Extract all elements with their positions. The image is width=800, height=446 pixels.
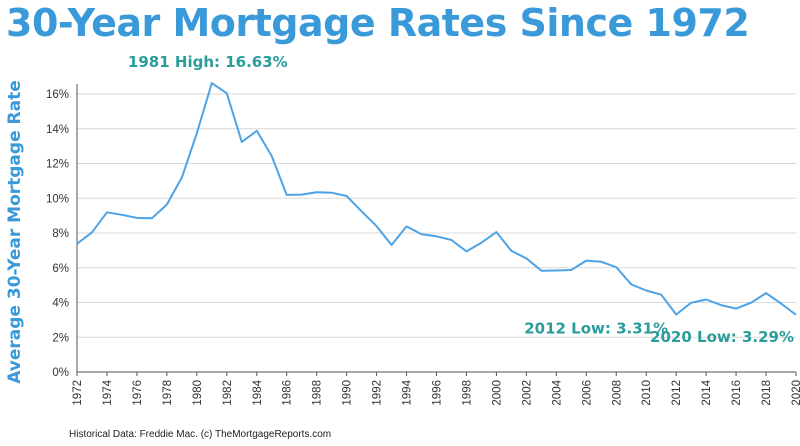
x-tick-labels: 1972 1974 1976 1978 1980 1982 1984 1986 1988 1990… — [72, 379, 800, 405]
x-tick-label: 1982 — [222, 380, 234, 406]
x-tick-label: 2008 — [611, 380, 623, 406]
y-tick-label: 12% — [46, 159, 69, 171]
annotation-label: 2012 Low: 3.31% — [524, 319, 668, 337]
x-tick-label: 2014 — [701, 379, 713, 405]
x-tick-label: 2006 — [581, 380, 593, 406]
x-tick-label: 1984 — [252, 379, 264, 405]
x-tick-label: 1976 — [132, 380, 144, 406]
x-tick-label: 2012 — [671, 380, 683, 406]
y-tick-labels: 0% 2% 4% 6% 8% 10% 12% 14% 16% — [46, 89, 69, 379]
x-tick-label: 1996 — [432, 380, 444, 406]
x-tick-label: 2000 — [491, 380, 503, 406]
x-tick-label: 2018 — [761, 380, 773, 406]
annotations: 1981 High: 16.63% 2012 Low: 3.31%2020 Low… — [128, 53, 794, 346]
annotation-label: 1981 High: 16.63% — [128, 53, 288, 71]
y-tick-label: 0% — [52, 367, 69, 379]
y-tick-label: 10% — [46, 193, 69, 205]
y-tick-label: 8% — [52, 228, 69, 240]
x-tick-label: 1992 — [372, 380, 384, 406]
chart-title: 30-Year Mortgage Rates Since 1972 — [6, 1, 750, 45]
y-tick-label: 2% — [52, 332, 69, 344]
source-footer: Historical Data: Freddie Mac. (c) TheMor… — [69, 429, 332, 440]
y-tick-label: 6% — [52, 263, 69, 275]
x-tick-label: 1980 — [192, 380, 204, 406]
x-tick-label: 1986 — [282, 380, 294, 406]
x-tick-label: 2020 — [791, 380, 800, 406]
y-tick-label: 4% — [52, 298, 69, 310]
x-tick-label: 2016 — [731, 380, 743, 406]
x-tick-label: 2002 — [521, 380, 533, 406]
x-tick-label: 1974 — [102, 379, 114, 405]
y-tick-label: 14% — [46, 124, 69, 136]
x-tick-label: 1990 — [342, 380, 354, 406]
x-tick-label: 1972 — [72, 380, 84, 406]
x-tick-label: 1994 — [402, 379, 414, 405]
data-points — [76, 82, 797, 316]
annotation-label: 2020 Low: 3.29% — [650, 328, 794, 346]
x-tick-label: 1998 — [461, 380, 473, 406]
gridlines — [76, 84, 797, 376]
y-tick-label: 16% — [46, 89, 69, 101]
x-tick-label: 1978 — [162, 380, 174, 406]
x-tick-label: 2004 — [551, 379, 563, 405]
x-tick-label: 1988 — [312, 380, 324, 406]
series-line — [76, 82, 797, 316]
x-tick-label: 2010 — [641, 380, 653, 406]
